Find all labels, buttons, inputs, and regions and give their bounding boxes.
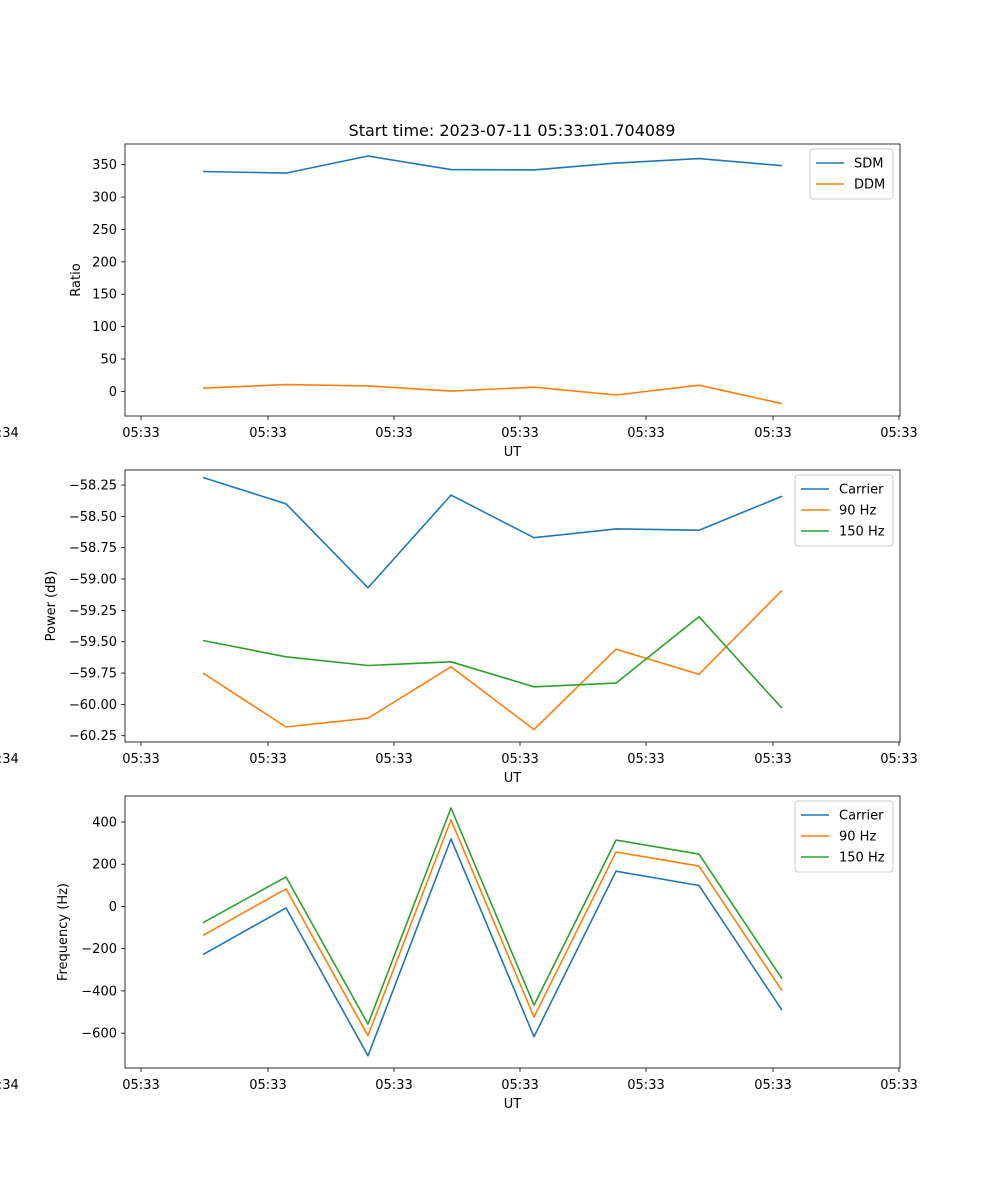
x-tick-label: 05:33 — [754, 752, 791, 767]
x-tick-label: 05:33 — [375, 1078, 412, 1093]
x-tick-label: 05:33 — [880, 426, 917, 441]
legend-label-carrier: Carrier — [839, 809, 884, 824]
y-tick-label: 150 — [92, 288, 117, 303]
x-tick-label: 05:33 — [880, 752, 917, 767]
axes-frame — [124, 469, 901, 743]
y-tick-label: 300 — [92, 191, 117, 206]
power-panel: 05:33 05:33 05:33 05:33 05:33 05:33 05:33 05:34… — [0, 469, 918, 786]
x-tick-label: 05:33 — [501, 1078, 538, 1093]
x-tick-label: 05:33 — [627, 752, 664, 767]
figure-title: Start time: 2023-07-11 05:33:01.704089 — [349, 121, 676, 140]
y-tick-label: 200 — [92, 858, 117, 873]
y-tick-label: 250 — [92, 223, 117, 238]
y-tick-label: 350 — [92, 158, 117, 173]
legend-label-150-hz: 150 Hz — [839, 851, 885, 866]
axes-frame — [124, 143, 901, 417]
axes-frame — [124, 795, 901, 1069]
legend-label-150-hz: 150 Hz — [839, 525, 885, 540]
x-tick-label: 05:33 — [122, 426, 159, 441]
legend-box — [794, 800, 894, 873]
ratio-panel: 05:33 05:33 05:33 05:33 05:33 05:33 05:33 05:34… — [0, 143, 918, 460]
y-axis-label: Power (dB) — [44, 571, 59, 642]
x-tick-label: 05:34 — [0, 1078, 19, 1093]
y-tick-label: −59.50 — [69, 635, 117, 650]
y-tick-label: −200 — [81, 942, 117, 957]
x-tick-label: 05:33 — [249, 426, 286, 441]
y-tick-label: −59.25 — [69, 604, 117, 619]
series-line-carrier — [202, 838, 783, 1057]
x-tick-label: 05:33 — [627, 426, 664, 441]
legend-label-90-hz: 90 Hz — [839, 504, 876, 519]
y-tick-label: −600 — [81, 1027, 117, 1042]
y-tick-label: 0 — [109, 900, 117, 915]
x-tick-label: 05:33 — [880, 1078, 917, 1093]
x-tick-label: 05:33 — [501, 752, 538, 767]
x-tick-label: 05:33 — [249, 1078, 286, 1093]
x-tick-label: 05:33 — [754, 426, 791, 441]
legend-label-carrier: Carrier — [839, 483, 884, 498]
y-tick-label: −60.00 — [69, 698, 117, 713]
x-tick-label: 05:34 — [0, 426, 19, 441]
y-tick-label: −60.25 — [69, 729, 117, 744]
y-tick-label: −400 — [81, 984, 117, 999]
legend-box — [794, 474, 894, 547]
x-tick-label: 05:33 — [375, 426, 412, 441]
y-tick-label: 200 — [92, 255, 117, 270]
x-tick-label: 05:33 — [122, 1078, 159, 1093]
x-tick-label: 05:33 — [627, 1078, 664, 1093]
y-tick-label: 0 — [109, 385, 117, 400]
series-line-carrier — [202, 476, 783, 589]
x-axis-label: UT — [504, 771, 522, 786]
x-tick-label: 05:34 — [0, 752, 19, 767]
legend-label-sdm: SDM — [854, 157, 883, 172]
y-tick-label: 400 — [92, 815, 117, 830]
x-tick-label: 05:33 — [754, 1078, 791, 1093]
x-tick-label: 05:33 — [249, 752, 286, 767]
series-line-90-hz — [202, 819, 783, 1037]
x-axis-label: UT — [504, 1097, 522, 1112]
x-tick-label: 05:33 — [122, 752, 159, 767]
series-line-90-hz — [202, 589, 783, 731]
y-tick-label: −58.50 — [69, 510, 117, 525]
legend-label-ddm: DDM — [854, 178, 885, 193]
y-axis-label: Ratio — [69, 263, 84, 296]
y-axis-label: Frequency (Hz) — [56, 883, 71, 981]
series-line-150-hz — [202, 615, 783, 709]
x-axis-label: UT — [504, 445, 522, 460]
x-tick-label: 05:33 — [501, 426, 538, 441]
y-tick-label: 100 — [92, 320, 117, 335]
x-tick-label: 05:33 — [375, 752, 412, 767]
y-tick-label: −58.75 — [69, 541, 117, 556]
y-tick-label: −59.75 — [69, 667, 117, 682]
frequency-panel: 05:33 05:33 05:33 05:33 05:33 05:33 05:33 05:34… — [0, 795, 918, 1112]
legend-box — [809, 148, 894, 200]
series-line-sdm — [202, 155, 783, 174]
y-tick-label: −59.00 — [69, 573, 117, 588]
series-line-150-hz — [202, 807, 783, 1025]
y-tick-label: 50 — [100, 353, 117, 368]
series-line-ddm — [202, 383, 783, 405]
legend-label-90-hz: 90 Hz — [839, 830, 876, 845]
y-tick-label: −58.25 — [69, 479, 117, 494]
